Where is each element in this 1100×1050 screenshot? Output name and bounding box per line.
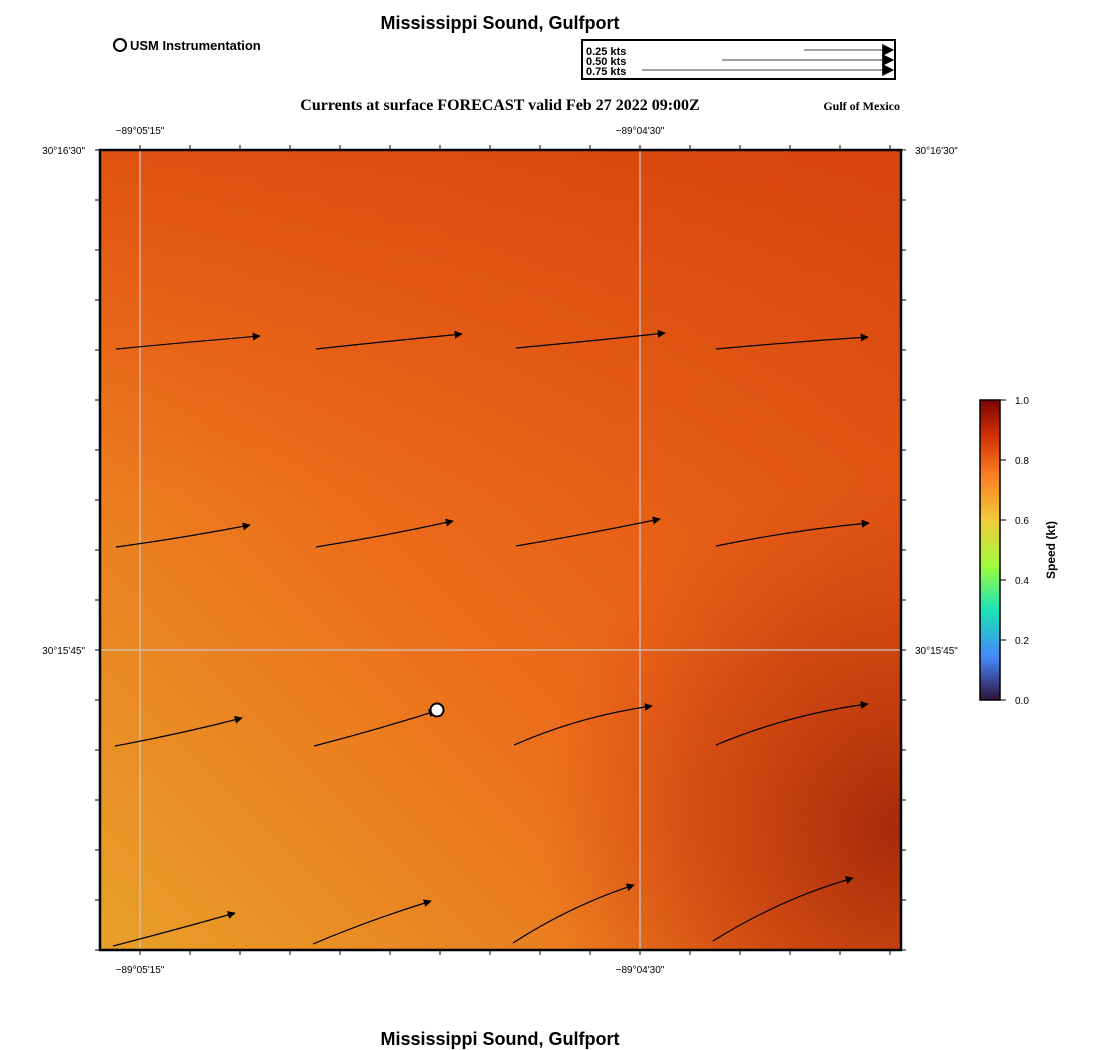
colorbar-tick-label: 1.0 [1015, 396, 1029, 407]
current-arrow [715, 333, 869, 350]
lat-label-right: 30°15'45" [915, 646, 958, 657]
speed-legend-label-050: 0.50 kts [586, 56, 626, 68]
current-arrow [515, 516, 661, 547]
instrument-marker-icon [113, 38, 127, 52]
speed-field [100, 150, 901, 950]
colorbar-tick-label: 0.0 [1015, 696, 1029, 707]
graticule [100, 150, 901, 950]
current-arrow [112, 911, 236, 947]
current-arrow [315, 518, 454, 548]
usm-instrument-location [429, 702, 445, 718]
current-arrow [515, 329, 666, 349]
colorbar-tick-label: 0.4 [1015, 576, 1029, 587]
lon-label-bottom: −89°05'15" [116, 965, 165, 976]
forecast-subtitle: Currents at surface FORECAST valid Feb 2… [300, 97, 699, 114]
current-arrow [114, 715, 243, 747]
lon-label-bottom: −89°04'30" [616, 965, 665, 976]
current-arrow [512, 883, 635, 944]
speed-legend-box [581, 39, 896, 80]
current-arrow [715, 700, 869, 746]
footer-title: Mississippi Sound, Gulfport [380, 1029, 619, 1049]
lat-label-left: 30°16'30" [42, 146, 85, 157]
current-arrow [312, 899, 432, 945]
frame-ticks [95, 145, 906, 955]
current-arrow [715, 519, 870, 547]
lat-label-left: 30°15'45" [42, 646, 85, 657]
colorbar-tick-label: 0.6 [1015, 516, 1029, 527]
speed-reference-legend: 0.25 kts 0.50 kts 0.75 kts [581, 39, 896, 80]
colorbar-label: Speed (kt) [1044, 521, 1058, 579]
map-title: Mississippi Sound, Gulfport [380, 13, 619, 33]
speed-legend-label-025: 0.25 kts [586, 46, 626, 58]
region-label: Gulf of Mexico [823, 99, 900, 113]
speed-legend-label-075: 0.75 kts [586, 66, 626, 78]
current-arrow [115, 332, 261, 350]
lat-label-right: 30°16'30" [915, 146, 958, 157]
colorbar-tick-label: 0.8 [1015, 456, 1029, 467]
colorbar-scale [979, 399, 1001, 701]
speed-colorbar: 1.0 0.8 0.6 0.4 0.2 0.0 Speed (kt) [979, 396, 1058, 707]
lon-label-top: −89°04'30" [616, 126, 665, 137]
current-arrow [115, 522, 251, 548]
current-arrow [712, 876, 854, 942]
lon-label-top: −89°05'15" [116, 126, 165, 137]
instrument-legend-label: USM Instrumentation [130, 38, 261, 53]
current-arrow [315, 330, 463, 350]
current-arrow [513, 703, 653, 746]
colorbar-tick-label: 0.2 [1015, 636, 1029, 647]
current-vectors [112, 329, 870, 947]
current-arrow [313, 709, 437, 747]
